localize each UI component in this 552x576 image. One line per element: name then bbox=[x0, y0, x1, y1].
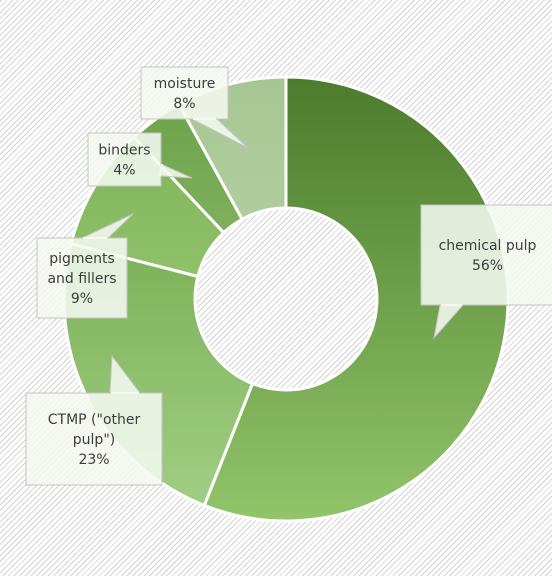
slice-category-label: pulp") bbox=[73, 432, 115, 448]
callout-pointer bbox=[81, 213, 134, 239]
callout-ctmp-other-pulp: CTMP ("other pulp") 23% bbox=[25, 354, 163, 486]
callout-pointer bbox=[160, 163, 193, 179]
slice-category-label: moisture bbox=[154, 76, 216, 92]
slice-category-label: chemical pulp bbox=[439, 238, 537, 254]
callout-box bbox=[140, 66, 229, 120]
slice-category-label: binders bbox=[98, 143, 150, 159]
callout-moisture: moisture 8% bbox=[140, 66, 249, 149]
slice-category-label: pigments bbox=[49, 251, 115, 267]
callout-box bbox=[87, 132, 162, 187]
slice-category-label: and fillers bbox=[47, 271, 116, 287]
callout-box bbox=[25, 392, 163, 486]
callout-box bbox=[36, 237, 128, 319]
callout-pointer bbox=[433, 304, 464, 340]
callout-box bbox=[420, 204, 552, 306]
slice-value-label: 4% bbox=[113, 163, 135, 179]
callout-binders: binders 4% bbox=[87, 132, 193, 187]
slice-value-label: 23% bbox=[78, 452, 109, 468]
callout-chemical-pulp: chemical pulp 56% bbox=[420, 204, 552, 340]
callout-pigments-and-fillers: pigments and fillers 9% bbox=[36, 213, 134, 319]
callouts-layer: chemical pulp 56% CTMP ("other pulp") 23% pig… bbox=[25, 66, 552, 486]
slice-value-label: 9% bbox=[71, 291, 93, 307]
callout-pointer bbox=[191, 118, 249, 149]
slice-value-label: 8% bbox=[173, 96, 195, 112]
slice-chemical-pulp bbox=[202, 75, 510, 523]
slice-value-label: 56% bbox=[472, 258, 503, 274]
slice-category-label: CTMP ("other bbox=[48, 412, 141, 428]
callout-pointer bbox=[109, 354, 141, 394]
